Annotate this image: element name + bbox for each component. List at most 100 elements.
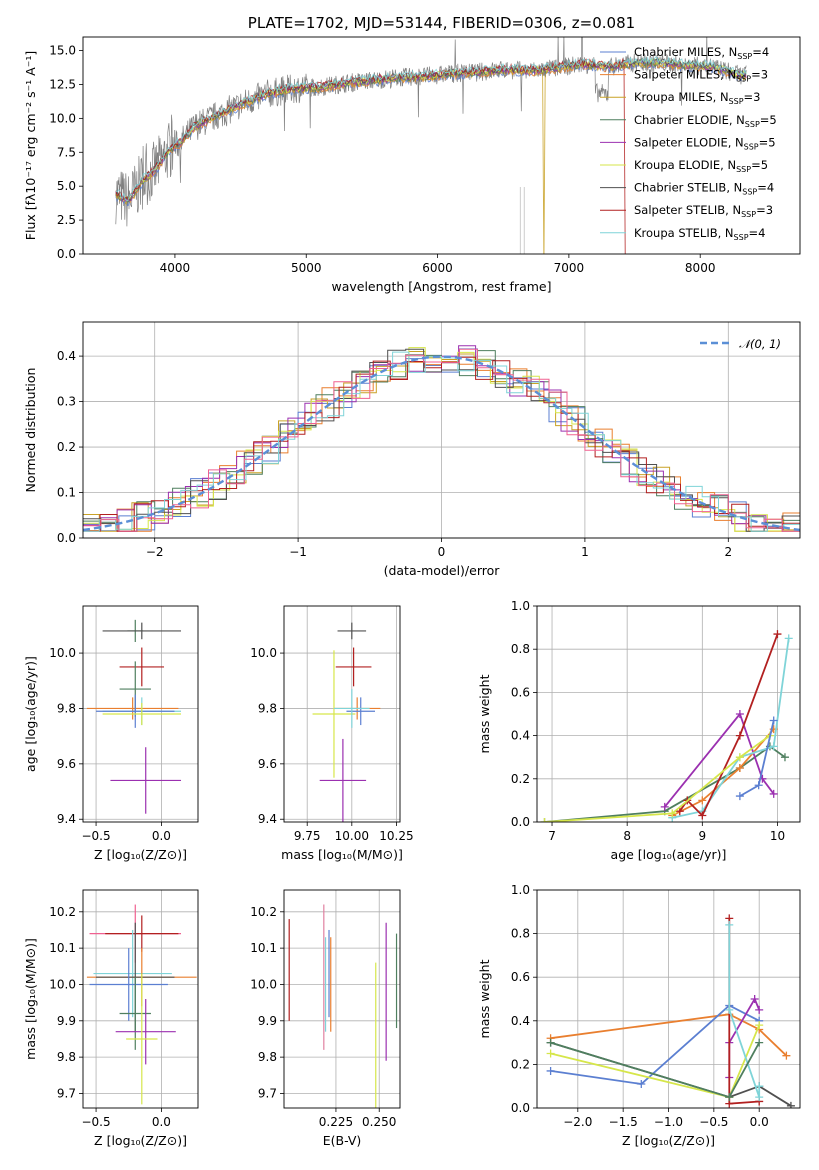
plus-marker xyxy=(725,1005,734,1014)
y-tick-label: 10.2 xyxy=(49,905,76,919)
y-tick-label: 0.1 xyxy=(57,486,76,500)
y-tick-label: 9.7 xyxy=(57,1086,76,1100)
axes-frame xyxy=(82,605,199,823)
y-tick-label: 10.0 xyxy=(250,977,277,991)
x-axis-label: (data-model)/error xyxy=(384,563,501,578)
spectrum-plot-area xyxy=(115,37,747,254)
x-tick-label: 7 xyxy=(548,829,556,843)
weight-series-line xyxy=(550,1041,760,1099)
y-tick-label: 10.0 xyxy=(250,646,277,660)
legend-text: =5 xyxy=(751,158,768,172)
y-axis-label: Normed distribution xyxy=(23,368,38,493)
x-axis-label: wavelength [Angstrom, rest frame] xyxy=(331,279,551,294)
axes-frame xyxy=(536,605,801,823)
mass-vs-EBV-panel: 0.225 0.250 9.7 9.8 9.9 10.0 10.1 10.2 E(B-V) xyxy=(250,889,401,1148)
y-tick-label: 0.2 xyxy=(57,440,76,454)
legend-label: Kroupa MILES, NSSP=3 xyxy=(634,90,760,106)
legend-subscript: SSP xyxy=(741,210,756,219)
y-tick-label: 9.6 xyxy=(57,757,76,771)
plus-marker xyxy=(769,789,778,798)
axes-frame xyxy=(82,889,199,1109)
x-tick-label: 8000 xyxy=(685,261,716,275)
residual-histogram-line xyxy=(83,348,800,532)
legend-label: Chabrier ELODIE, NSSP=5 xyxy=(634,113,777,129)
weight-series-line xyxy=(544,734,771,822)
x-tick-label: 5000 xyxy=(291,261,322,275)
legend-label: Chabrier STELIB, NSSP=4 xyxy=(634,181,774,197)
y-tick-label: 10.0 xyxy=(49,111,76,125)
x-axis-label: Z [log₁₀(Z/Z⊙)] xyxy=(94,847,187,862)
x-tick-label: 0.0 xyxy=(152,829,171,843)
plus-marker xyxy=(675,807,684,816)
x-axis-label: Z [log₁₀(Z/Z⊙)] xyxy=(622,1133,715,1148)
x-tick-label: −1 xyxy=(289,545,307,559)
legend-subscript: SSP xyxy=(737,52,752,61)
weight-series-line xyxy=(550,1004,760,1085)
legend-text: Chabrier MILES, N xyxy=(634,45,737,59)
y-tick-label: 1.0 xyxy=(511,883,530,897)
y-tick-label: 9.8 xyxy=(57,701,76,715)
y-tick-label: 0.0 xyxy=(511,1101,530,1115)
plus-marker xyxy=(668,809,677,818)
plus-marker xyxy=(735,710,744,718)
plus-marker xyxy=(755,1021,764,1030)
y-tick-label: 0.4 xyxy=(57,349,76,363)
x-tick-label: −0.5 xyxy=(81,829,110,843)
weight-series-line xyxy=(664,712,775,808)
plus-marker xyxy=(735,753,744,762)
legend-label: Salpeter MILES, NSSP=3 xyxy=(634,68,768,84)
y-tick-label: 0.2 xyxy=(511,772,530,786)
weight-series-line xyxy=(728,924,761,1098)
weight-vs-Z-panel: −2.0 −1.5 −1.0 −0.5 0.0 0.0 0.2 0.4 0.6 0.8 1.0 Z [… xyxy=(477,883,801,1148)
plus-marker xyxy=(755,1093,764,1102)
x-tick-label: −0.5 xyxy=(699,1115,728,1129)
plus-marker xyxy=(786,1101,795,1108)
plus-marker xyxy=(546,1049,555,1058)
legend-text: =4 xyxy=(757,181,774,195)
y-tick-label: 9.4 xyxy=(258,812,277,826)
y-tick-label: 0.6 xyxy=(511,970,530,984)
x-tick-label: 10 xyxy=(770,829,785,843)
legend-text: Kroupa MILES, N xyxy=(634,90,729,104)
y-axis-label: mass weight xyxy=(477,959,492,1038)
x-tick-label: 9 xyxy=(698,829,706,843)
legend-subscript: SSP xyxy=(736,75,751,84)
weight-series-line xyxy=(550,1013,788,1057)
y-tick-label: 0.0 xyxy=(57,247,76,261)
x-tick-label: 0 xyxy=(438,545,446,559)
legend-text: =3 xyxy=(744,90,761,104)
legend-subscript: SSP xyxy=(736,165,751,174)
plus-marker xyxy=(782,1051,791,1060)
plus-marker xyxy=(780,753,789,762)
residual-histogram-line xyxy=(83,347,800,532)
y-tick-label: 0.0 xyxy=(511,815,530,829)
plus-marker xyxy=(637,1080,646,1089)
y-tick-label: 9.9 xyxy=(57,1014,76,1028)
y-tick-label: 10.2 xyxy=(250,905,277,919)
x-axis-label: mass [log₁₀(M/M⊙)] xyxy=(281,847,403,862)
y-tick-label: 9.6 xyxy=(258,757,277,771)
age-vs-mass-plot-area xyxy=(312,622,381,822)
y-tick-label: 9.7 xyxy=(258,1086,277,1100)
legend-text: =5 xyxy=(760,113,777,127)
plus-marker xyxy=(698,796,707,805)
residuals-plot-area xyxy=(83,345,800,532)
plus-marker xyxy=(754,781,763,790)
y-axis-label: mass [log₁₀(M/M⊙)] xyxy=(23,938,38,1060)
spectrum-panel: PLATE=1702, MJD=53144, FIBERID=0306, z=0… xyxy=(23,14,801,294)
legend-text: =3 xyxy=(751,68,768,82)
y-tick-label: 9.8 xyxy=(258,1050,277,1064)
mass-vs-Z-panel: −0.5 0.0 9.7 9.8 9.9 10.0 10.1 10.2 Z [log₁₀(Z/Z… xyxy=(23,889,199,1148)
legend-text: =4 xyxy=(752,45,769,59)
y-tick-label: 0.6 xyxy=(511,685,530,699)
x-tick-label: 6000 xyxy=(422,261,453,275)
x-tick-label: 7000 xyxy=(554,261,585,275)
x-tick-label: 10.00 xyxy=(335,829,369,843)
legend-text: =3 xyxy=(756,203,773,217)
x-tick-label: 2 xyxy=(724,545,732,559)
y-tick-label: 0.2 xyxy=(511,1057,530,1071)
legend-subscript: SSP xyxy=(744,142,759,151)
legend-subscript: SSP xyxy=(734,233,749,242)
weight-series-line xyxy=(550,1024,761,1099)
